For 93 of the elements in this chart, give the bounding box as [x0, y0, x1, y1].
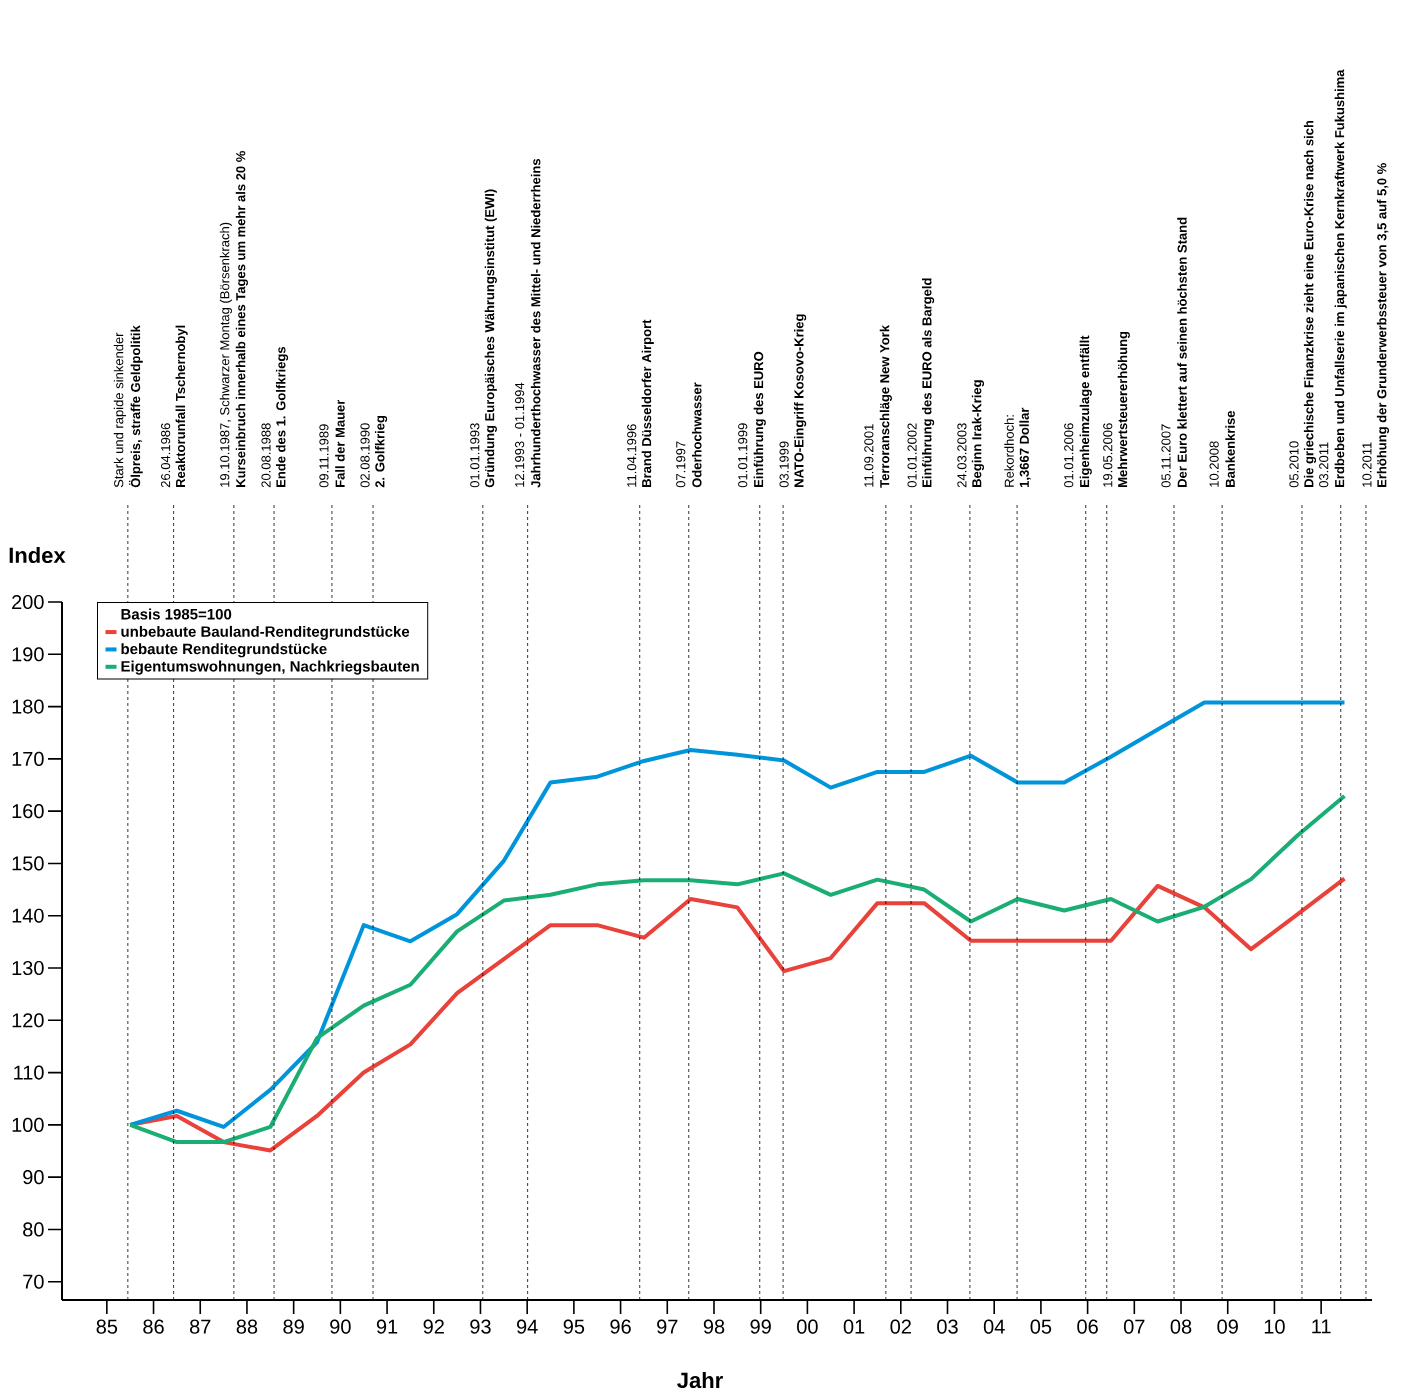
text: 19.10.1987, Schwarzer Montag (Börsenkrach): [219, 222, 232, 487]
ref-line-label: Kurseinbruch innerhalb eines Tages um mehr als 20 %: [235, 151, 248, 487]
legend-label: Eigentumswohnungen, Nachkriegsbauten: [121, 660, 419, 675]
x-tick-label: 07: [1123, 1319, 1145, 1334]
y-tick-label: 90: [23, 1170, 44, 1185]
text: 20.08.1988: [261, 423, 271, 488]
ref-line-label: Terroranschläge New York: [879, 324, 892, 488]
ref-line-label: Oderhochwasser: [691, 382, 702, 488]
ref-line-label: Erhöhung der Grunderwerbssteuer von 3,5 auf 5,0 %: [1376, 163, 1390, 487]
x-tick-label: 11: [1312, 1319, 1331, 1334]
text: Rekordhoch:: [1004, 415, 1014, 487]
x-tick-label: 10: [1264, 1319, 1285, 1334]
ref-line-label: 2. Golfkrieg: [374, 415, 388, 488]
y-tick-label: 140: [12, 908, 44, 923]
text: 01.01.1993: [470, 423, 480, 488]
text: 09.11.1989: [319, 424, 329, 488]
ref-line-label: Die griechische Finanzkrise zieht eine Euro-Krise nach sich: [1303, 120, 1317, 487]
x-tick-label: 09: [1217, 1319, 1238, 1334]
y-tick-label: 80: [23, 1222, 44, 1237]
text: 01.01.2006: [1064, 423, 1074, 488]
ref-line-label: Einführung des EURO: [753, 351, 766, 487]
x-tick-label: 85: [96, 1319, 118, 1334]
text: 07.1997: [676, 441, 686, 488]
x-tick-label: 92: [423, 1319, 444, 1334]
y-tick-label: 110: [14, 1065, 44, 1080]
ref-line-label: Brand Düsseldorfer Airport: [641, 319, 654, 487]
ref-line-label: NATO-Eingriff Kosovo-Krieg: [794, 314, 807, 487]
y-tick-label: 170: [12, 751, 44, 766]
ref-line-label: Einführung des EURO als Bargeld: [921, 278, 935, 487]
ref-line-label: Jahrhunderthochwasser des Mittel- und Niederrheins: [530, 158, 541, 488]
text: 10.2008: [1209, 441, 1219, 487]
x-tick-label: 86: [143, 1319, 164, 1334]
ref-line-label: Ölpreis, straffe Geldpolitik: [128, 325, 143, 488]
x-tick-label: 94: [516, 1319, 538, 1334]
text: 02.08.1990: [360, 423, 370, 488]
y-axis-title: Index: [9, 546, 66, 564]
text: 01.01.1999: [738, 423, 748, 488]
ref-line-label: Erdbeben und Unfallserie im japanischen Kernkraftwerk Fukushima: [1334, 69, 1347, 487]
x-tick-label: 90: [330, 1319, 351, 1334]
legend-label: unbebaute Bauland-Renditegrundstücke: [121, 625, 410, 640]
x-tick-label: 99: [750, 1319, 771, 1334]
x-axis-title: Jahr: [677, 1371, 723, 1389]
x-tick-label: 97: [657, 1319, 678, 1334]
x-tick-label: 96: [610, 1319, 631, 1334]
ref-line-label: Bankenkrise: [1225, 410, 1235, 487]
y-tick-label: 190: [12, 647, 44, 662]
y-tick-label: 150: [12, 856, 44, 871]
y-tick-label: 120: [12, 1013, 44, 1028]
legend-title: Basis 1985=100: [121, 608, 232, 620]
x-tick-label: 87: [189, 1319, 211, 1334]
x-tick-label: 06: [1077, 1319, 1098, 1334]
text: 11.09.2001: [864, 424, 874, 487]
y-tick-label: 100: [12, 1117, 44, 1132]
x-tick-label: 91: [376, 1319, 398, 1334]
x-tick-label: 88: [236, 1319, 258, 1334]
y-tick-label: 160: [12, 804, 44, 819]
ref-line-label: Mehrwertsteuererhöhung: [1117, 331, 1130, 487]
text: 26.04.1986: [161, 423, 171, 488]
ref-line-label: Beginn Irak-Krieg: [971, 380, 985, 487]
text: 11.04.1996: [627, 424, 637, 487]
ref-line-label: 1,3667 Dollar: [1019, 407, 1031, 487]
text: 24.03.2003: [957, 423, 967, 488]
text: 19.05.2006: [1103, 423, 1113, 487]
y-tick-label: 180: [12, 699, 44, 714]
x-tick-label: 02: [890, 1319, 911, 1334]
legend-label: bebaute Renditegrundstücke: [121, 643, 327, 658]
x-tick-label: 95: [563, 1319, 585, 1334]
text: 01.01.2002: [907, 423, 917, 488]
x-tick-label: 98: [703, 1319, 725, 1334]
y-tick-label: 130: [12, 960, 44, 976]
text: Stark und rapide sinkender: [113, 332, 126, 488]
x-tick-label: 01: [843, 1319, 865, 1334]
ref-line-label: Eigenheimzulage entfällt: [1079, 335, 1092, 487]
ref-line-label: Ende des 1. Golfkriegs: [275, 346, 289, 487]
x-tick-label: 00: [797, 1319, 818, 1334]
ref-line-label: Reaktorunfall Tschernobyl: [175, 325, 188, 487]
text: 03.2011: [1319, 442, 1329, 488]
ref-line-label: Gründung Europäisches Währungsinstitut (EWI): [484, 189, 497, 488]
y-tick-label: 200: [12, 594, 44, 610]
x-tick-label: 08: [1170, 1319, 1192, 1334]
ref-line-label: Der Euro klettert auf seinen höchsten Stand: [1177, 217, 1187, 487]
x-tick-label: 03: [937, 1319, 958, 1334]
text: 05.11.2007: [1161, 424, 1171, 488]
x-tick-label: 05: [1030, 1319, 1052, 1334]
text: 05.2010: [1289, 441, 1299, 488]
text: 10.2011: [1362, 442, 1372, 487]
x-tick-label: 04: [983, 1319, 1005, 1334]
text: 03.1999: [779, 441, 789, 488]
text: 12.1993 - 01.1994: [515, 382, 525, 487]
x-tick-label: 93: [470, 1319, 491, 1334]
x-tick-label: 89: [283, 1319, 304, 1334]
y-tick-label: 70: [23, 1274, 44, 1289]
ref-line-label: Fall der Mauer: [335, 399, 345, 487]
